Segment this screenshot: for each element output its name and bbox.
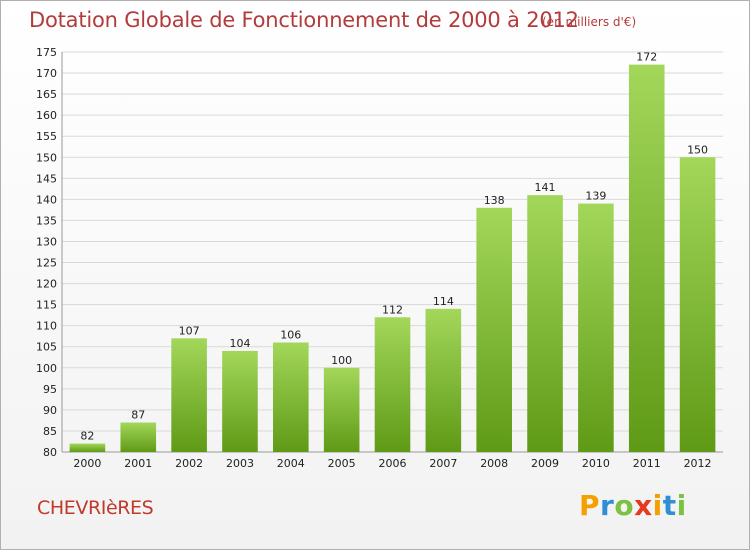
logo-letter: P: [579, 489, 601, 522]
value-label-2008: 138: [484, 194, 505, 207]
value-label-2007: 114: [433, 295, 454, 308]
x-tick-label: 2001: [124, 457, 152, 470]
y-tick-label: 145: [36, 172, 57, 185]
bar-2001: [120, 422, 157, 452]
y-tick-label: 150: [36, 151, 57, 164]
x-tick-label: 2010: [582, 457, 610, 470]
y-tick-label: 120: [36, 278, 57, 291]
y-tick-label: 155: [36, 130, 57, 143]
y-tick-label: 90: [43, 404, 57, 417]
x-tick-label: 2008: [480, 457, 508, 470]
x-tick-label: 2009: [531, 457, 559, 470]
value-label-2000: 82: [80, 430, 94, 443]
bar-2005: [323, 367, 360, 452]
y-tick-label: 80: [43, 446, 57, 459]
x-tick-label: 2006: [379, 457, 407, 470]
x-tick-label: 2007: [429, 457, 457, 470]
logo-letter: x: [634, 489, 653, 522]
y-tick-label: 170: [36, 67, 57, 80]
logo-letter: r: [600, 489, 615, 522]
commune-name: CHEVRIèRES: [37, 497, 154, 519]
chart-subtitle: (en milliers d'€): [542, 15, 637, 29]
bar-2010: [578, 203, 614, 452]
value-label-2009: 141: [535, 181, 556, 194]
x-tick-label: 2003: [226, 457, 254, 470]
bar-2006: [374, 317, 411, 452]
bar-2008: [476, 207, 512, 452]
bars: [69, 64, 716, 452]
y-tick-label: 100: [36, 362, 57, 375]
bar-2009: [527, 195, 563, 452]
x-tick-labels: 2000 2001 2002 2003 2004 2005 2006 2007 2008 2009…: [73, 457, 711, 470]
x-tick-label: 2011: [633, 457, 661, 470]
logo-letter: i: [676, 489, 687, 522]
y-tick-label: 175: [36, 46, 57, 59]
chart-title: Dotation Globale de Fonctionnement de 20…: [29, 8, 579, 32]
proxiti-logo: Proxiti: [579, 489, 687, 522]
value-label-2012: 150: [687, 143, 708, 156]
value-label-2004: 106: [280, 329, 301, 342]
y-tick-label: 135: [36, 214, 57, 227]
bar-2004: [273, 342, 309, 452]
value-label-2011: 172: [636, 51, 657, 64]
y-tick-label: 165: [36, 88, 57, 101]
bar-2000: [69, 443, 106, 452]
value-labels: 82 87 107 104 106 100 112 114 138 141 139 172 150: [80, 51, 708, 443]
x-tick-label: 2012: [684, 457, 712, 470]
x-tick-label: 2002: [175, 457, 203, 470]
x-tick-label: 2004: [277, 457, 305, 470]
logo-letter: i: [652, 489, 663, 522]
y-tick-label: 105: [36, 341, 57, 354]
y-tick-label: 140: [36, 193, 57, 206]
y-tick-label: 160: [36, 109, 57, 122]
value-label-2003: 104: [229, 337, 250, 350]
bar-2011: [628, 64, 665, 452]
value-label-2002: 107: [179, 324, 200, 337]
y-tick-label: 115: [36, 299, 57, 312]
value-label-2006: 112: [382, 303, 403, 316]
bar-2012: [679, 157, 716, 452]
y-tick-label: 110: [36, 320, 57, 333]
bar-2002: [171, 338, 207, 452]
y-tick-label: 85: [43, 425, 57, 438]
y-tick-label: 130: [36, 235, 57, 248]
value-label-2005: 100: [331, 354, 352, 367]
y-tick-label: 125: [36, 257, 57, 270]
value-label-2001: 87: [131, 409, 145, 422]
bar-2007: [425, 308, 462, 452]
x-tick-label: 2000: [73, 457, 101, 470]
y-tick-label: 95: [43, 383, 57, 396]
logo-letter: o: [614, 489, 635, 522]
logo-letter: t: [662, 489, 677, 522]
value-label-2010: 139: [585, 190, 606, 203]
bar-2003: [222, 350, 258, 452]
y-tick-labels: 80 85 90 95 100 105 110 115 120 125 130 135 140 145 15…: [36, 46, 57, 459]
x-tick-label: 2005: [328, 457, 356, 470]
